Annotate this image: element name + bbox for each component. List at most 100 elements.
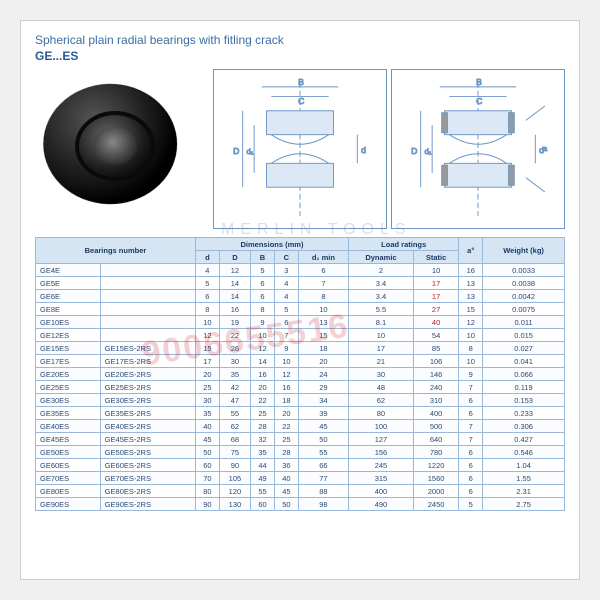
col-bearings: Bearings number — [36, 238, 196, 264]
cell-B: 28 — [251, 420, 275, 433]
cell-sta: 1220 — [413, 459, 458, 472]
table-row: GE70ESGE70ES-2RS70105494077315156061.55 — [36, 472, 565, 485]
cell-D: 26 — [219, 342, 250, 355]
cell-b1: GE10ES — [36, 316, 101, 329]
table-row: GE10ES101996138.140120.011 — [36, 316, 565, 329]
cell-d: 25 — [195, 381, 219, 394]
cell-sta: 2000 — [413, 485, 458, 498]
cell-dyn: 245 — [349, 459, 414, 472]
cell-b1: GE40ES — [36, 420, 101, 433]
col-alpha: a° — [459, 238, 483, 264]
col-d1min: d₁ min — [298, 251, 348, 264]
cell-d: 60 — [195, 459, 219, 472]
table-header: Bearings number Dimensions (mm) Load rat… — [36, 238, 565, 264]
cell-a: 9 — [459, 368, 483, 381]
cell-b1: GE15ES — [36, 342, 101, 355]
svg-text:a: a — [543, 144, 548, 153]
table-row: GE20ESGE20ES-2RS20351612243014690.066 — [36, 368, 565, 381]
cell-d: 10 — [195, 316, 219, 329]
cell-C: 7 — [274, 329, 298, 342]
cell-d: 90 — [195, 498, 219, 511]
table-row: GE90ESGE90ES-2RS90130605098490245052.75 — [36, 498, 565, 511]
cell-d: 40 — [195, 420, 219, 433]
cell-sta: 17 — [413, 277, 458, 290]
cell-d1: 55 — [298, 446, 348, 459]
cell-B: 8 — [251, 303, 275, 316]
cell-w: 0.0075 — [483, 303, 565, 316]
cell-d1: 88 — [298, 485, 348, 498]
cell-d: 45 — [195, 433, 219, 446]
cell-b1: GE90ES — [36, 498, 101, 511]
cell-C: 50 — [274, 498, 298, 511]
cell-B: 14 — [251, 355, 275, 368]
top-illustration-row: B C D d₁ d — [35, 69, 565, 229]
cell-D: 90 — [219, 459, 250, 472]
cell-d: 4 — [195, 264, 219, 277]
cell-C: 22 — [274, 420, 298, 433]
colgroup-load: Load ratings — [349, 238, 459, 251]
cell-C: 18 — [274, 394, 298, 407]
cell-B: 49 — [251, 472, 275, 485]
cell-dyn: 80 — [349, 407, 414, 420]
svg-text:d₁: d₁ — [246, 147, 253, 156]
cell-b1: GE8E — [36, 303, 101, 316]
cell-a: 16 — [459, 264, 483, 277]
cell-d1: 10 — [298, 303, 348, 316]
cell-d1: 77 — [298, 472, 348, 485]
cell-dyn: 2 — [349, 264, 414, 277]
cell-dyn: 127 — [349, 433, 414, 446]
cell-sta: 27 — [413, 303, 458, 316]
cell-sta: 310 — [413, 394, 458, 407]
cell-a: 6 — [459, 407, 483, 420]
cell-D: 42 — [219, 381, 250, 394]
cell-dyn: 8.1 — [349, 316, 414, 329]
col-B: B — [251, 251, 275, 264]
cell-b2: GE70ES-2RS — [100, 472, 195, 485]
cell-w: 0.153 — [483, 394, 565, 407]
cell-b2: GE35ES-2RS — [100, 407, 195, 420]
svg-text:B: B — [476, 77, 482, 87]
cell-d1: 15 — [298, 329, 348, 342]
cell-B: 32 — [251, 433, 275, 446]
cell-a: 10 — [459, 329, 483, 342]
cell-D: 14 — [219, 277, 250, 290]
cell-a: 13 — [459, 277, 483, 290]
cell-d: 50 — [195, 446, 219, 459]
table-body: GE4E412536210160.0033GE5E5146473.417130.… — [36, 264, 565, 511]
cell-d: 8 — [195, 303, 219, 316]
cell-a: 7 — [459, 420, 483, 433]
cell-D: 12 — [219, 264, 250, 277]
cell-dyn: 5.5 — [349, 303, 414, 316]
cell-sta: 17 — [413, 290, 458, 303]
col-D: D — [219, 251, 250, 264]
cell-w: 0.041 — [483, 355, 565, 368]
cell-sta: 40 — [413, 316, 458, 329]
table-row: GE40ESGE40ES-2RS406228224510050070.306 — [36, 420, 565, 433]
cell-d1: 7 — [298, 277, 348, 290]
cell-a: 6 — [459, 394, 483, 407]
col-dynamic: Dynamic — [349, 251, 414, 264]
cell-a: 7 — [459, 381, 483, 394]
cell-C: 4 — [274, 277, 298, 290]
svg-text:d: d — [361, 145, 366, 155]
svg-text:D: D — [411, 146, 417, 156]
cell-D: 19 — [219, 316, 250, 329]
cell-b2 — [100, 316, 195, 329]
cell-w: 0.306 — [483, 420, 565, 433]
cell-d1: 29 — [298, 381, 348, 394]
cell-C: 10 — [274, 355, 298, 368]
cell-b2: GE17ES-2RS — [100, 355, 195, 368]
svg-text:C: C — [298, 96, 304, 106]
cell-b2 — [100, 329, 195, 342]
cell-d1: 6 — [298, 264, 348, 277]
cell-B: 12 — [251, 342, 275, 355]
cell-sta: 146 — [413, 368, 458, 381]
cell-D: 30 — [219, 355, 250, 368]
cell-w: 2.31 — [483, 485, 565, 498]
cell-w: 0.119 — [483, 381, 565, 394]
cell-b1: GE35ES — [36, 407, 101, 420]
cell-a: 15 — [459, 303, 483, 316]
cell-b1: GE70ES — [36, 472, 101, 485]
cell-sta: 500 — [413, 420, 458, 433]
cell-b1: GE4E — [36, 264, 101, 277]
